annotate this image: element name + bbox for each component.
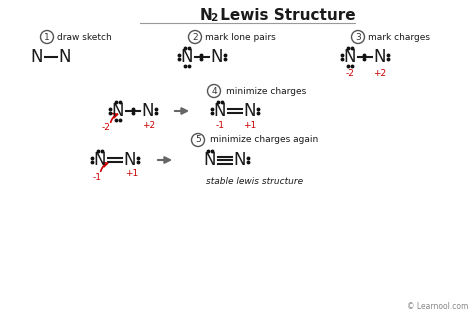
Text: N: N — [94, 151, 106, 169]
Text: N: N — [124, 151, 136, 169]
Text: N: N — [234, 151, 246, 169]
Text: +2: +2 — [374, 70, 387, 78]
Text: 2: 2 — [192, 32, 198, 42]
Text: Lewis Structure: Lewis Structure — [215, 8, 356, 22]
Text: N: N — [112, 102, 124, 120]
Text: -1: -1 — [216, 121, 225, 129]
Text: N: N — [59, 48, 71, 66]
Text: N: N — [211, 48, 223, 66]
Text: © Learnool.com: © Learnool.com — [407, 302, 468, 311]
Text: stable lewis structure: stable lewis structure — [207, 177, 303, 186]
Text: -1: -1 — [92, 173, 101, 181]
Text: -2: -2 — [101, 123, 110, 133]
Text: 5: 5 — [195, 135, 201, 145]
Text: 1: 1 — [44, 32, 50, 42]
Text: N: N — [142, 102, 154, 120]
Text: minimize charges: minimize charges — [226, 87, 306, 95]
Text: N: N — [344, 48, 356, 66]
Text: N: N — [181, 48, 193, 66]
Text: 3: 3 — [355, 32, 361, 42]
Text: mark charges: mark charges — [368, 32, 430, 42]
Text: 4: 4 — [211, 87, 217, 95]
Text: +1: +1 — [126, 169, 138, 179]
Text: N: N — [204, 151, 216, 169]
Text: +1: +1 — [243, 121, 256, 129]
Text: +2: +2 — [143, 121, 155, 129]
Text: N: N — [200, 8, 213, 22]
Text: N: N — [374, 48, 386, 66]
Text: -2: -2 — [346, 70, 355, 78]
Text: 2: 2 — [210, 13, 217, 23]
Text: draw sketch: draw sketch — [57, 32, 112, 42]
Text: minimize charges again: minimize charges again — [210, 135, 318, 145]
Text: N: N — [31, 48, 43, 66]
Text: N: N — [214, 102, 226, 120]
Text: N: N — [244, 102, 256, 120]
Text: mark lone pairs: mark lone pairs — [205, 32, 276, 42]
